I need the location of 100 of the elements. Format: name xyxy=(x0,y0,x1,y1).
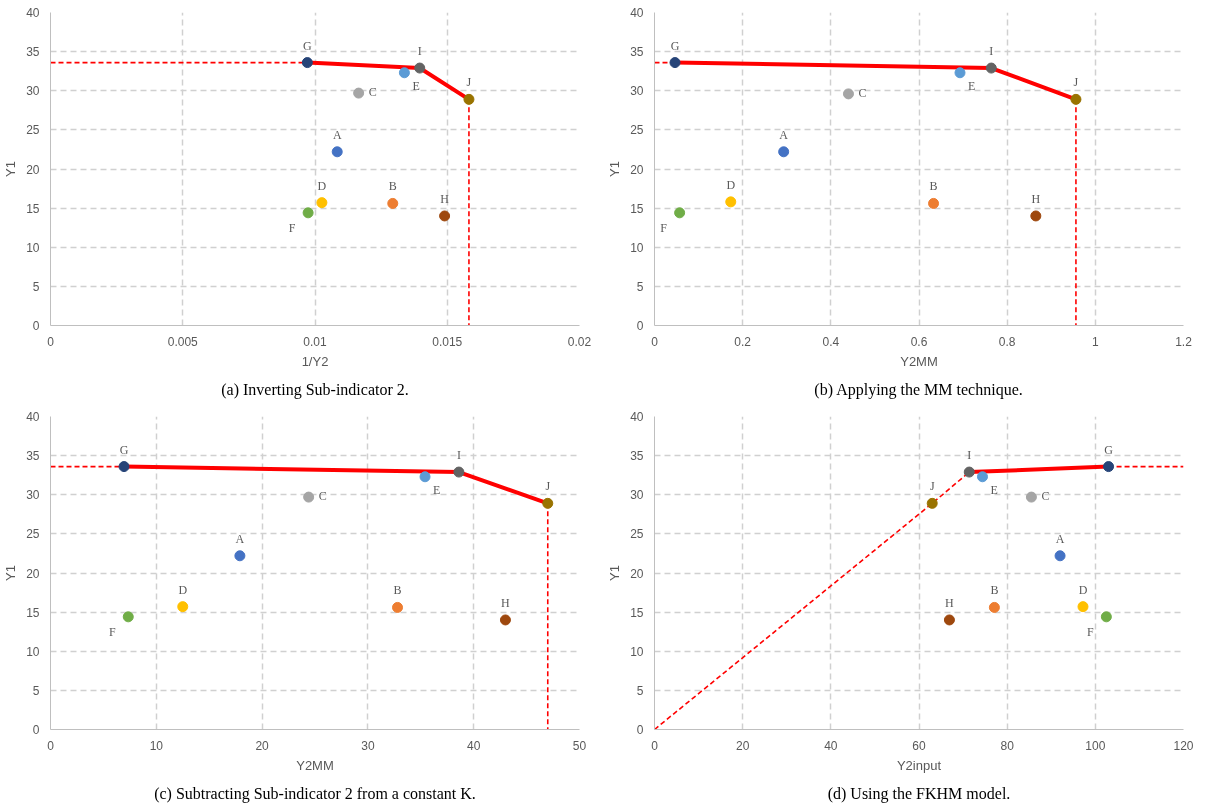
x-tick-label: 20 xyxy=(735,738,750,753)
y-tick-label: 35 xyxy=(630,449,644,464)
series-label: B xyxy=(990,583,999,598)
series-label: I xyxy=(989,44,994,59)
series-label: D xyxy=(317,178,327,193)
series-label: A xyxy=(1055,531,1065,546)
series-label: F xyxy=(660,220,668,235)
x-tick-label: 1 xyxy=(1092,334,1099,349)
x-tick-label: 0.2 xyxy=(734,334,752,349)
x-tick-label: 80 xyxy=(1000,738,1015,753)
y-tick-label: 20 xyxy=(26,566,40,581)
series-label: J xyxy=(466,75,472,90)
y-tick-label: 5 xyxy=(32,279,40,294)
series-label: G xyxy=(1104,442,1114,457)
y-tick-label: 15 xyxy=(630,605,644,620)
series-label: E xyxy=(412,78,420,93)
series-label: C xyxy=(368,85,377,100)
x-axis-title: Y2input xyxy=(896,757,942,773)
x-tick-label: 40 xyxy=(467,738,481,753)
series-label: F xyxy=(288,220,296,235)
series-label: B xyxy=(393,583,402,598)
y-tick-label: 5 xyxy=(636,683,644,698)
y-tick-label: 35 xyxy=(26,45,40,60)
x-tick-label: 10 xyxy=(149,738,164,753)
text: (d) Using the FKHM model. xyxy=(827,784,1011,803)
y-tick-label: 10 xyxy=(630,644,644,659)
text: (c) Subtracting Sub-indicator 2 from a constant K. xyxy=(154,784,476,803)
y-axis-title: Y1 xyxy=(3,161,19,177)
y-axis-title: Y1 xyxy=(3,565,19,581)
y-tick-label: 30 xyxy=(630,84,644,99)
y-tick-label: 5 xyxy=(636,279,644,294)
x-axis-title: 1/Y2 xyxy=(301,353,329,369)
x-axis-title: Y2MM xyxy=(296,757,334,773)
y-tick-label: 20 xyxy=(630,162,644,177)
x-tick-label: 1.2 xyxy=(1175,334,1193,349)
series-label: G xyxy=(670,38,680,53)
y-tick-label: 35 xyxy=(26,449,40,464)
series-label: E xyxy=(968,78,976,93)
y-axis-title: Y1 xyxy=(607,161,623,177)
series-label: D xyxy=(1078,582,1088,597)
y-tick-label: 15 xyxy=(630,201,644,216)
y-tick-label: 40 xyxy=(630,6,644,20)
y-tick-label: 25 xyxy=(26,123,40,138)
y-tick-label: 25 xyxy=(630,123,644,138)
text: (a) Inverting Sub-indicator 2. xyxy=(221,380,409,399)
x-tick-label: 30 xyxy=(361,738,375,753)
series-label: D xyxy=(726,177,736,192)
y-tick-label: 10 xyxy=(26,240,40,255)
series-label: A xyxy=(235,531,245,546)
series-label: C xyxy=(858,85,867,100)
y-tick-label: 40 xyxy=(26,410,40,424)
y-tick-label: 10 xyxy=(26,644,40,659)
y-tick-label: 10 xyxy=(630,240,644,255)
y-tick-label: 25 xyxy=(630,527,644,542)
x-tick-label: 0.6 xyxy=(910,334,928,349)
x-tick-label: 0.02 xyxy=(567,334,592,349)
x-tick-label: 0.005 xyxy=(167,334,199,349)
x-tick-label: 0 xyxy=(651,738,659,753)
series-label: I xyxy=(967,448,972,463)
y-tick-label: 5 xyxy=(32,683,40,698)
y-tick-label: 40 xyxy=(630,410,644,424)
y-tick-label: 0 xyxy=(636,319,644,333)
y-tick-label: 0 xyxy=(32,319,40,333)
series-label: E xyxy=(433,482,441,497)
x-tick-label: 0 xyxy=(47,334,55,349)
x-tick-label: 100 xyxy=(1085,738,1106,753)
x-tick-label: 0 xyxy=(651,334,659,349)
y-tick-label: 20 xyxy=(26,162,40,177)
y-tick-label: 30 xyxy=(26,488,40,503)
x-tick-label: 40 xyxy=(824,738,838,753)
y-tick-label: 15 xyxy=(26,605,40,620)
series-label: J xyxy=(1073,75,1079,90)
x-axis-title: Y2MM xyxy=(900,353,938,369)
x-tick-label: 20 xyxy=(255,738,270,753)
series-label: B xyxy=(388,179,397,194)
x-tick-label: 0 xyxy=(47,738,55,753)
y-tick-label: 30 xyxy=(630,488,644,503)
series-label: I xyxy=(456,448,461,463)
y-axis-title: Y1 xyxy=(607,565,623,581)
y-tick-label: 0 xyxy=(636,723,644,737)
series-label: F xyxy=(1087,624,1095,639)
x-tick-label: 0.01 xyxy=(303,334,327,349)
y-tick-label: 0 xyxy=(32,723,40,737)
x-tick-label: 60 xyxy=(912,738,926,753)
series-label: H xyxy=(440,191,450,206)
x-tick-label: 0.8 xyxy=(998,334,1016,349)
y-tick-label: 30 xyxy=(26,84,40,99)
text: (b) Applying the MM technique. xyxy=(814,380,1023,399)
series-label: C xyxy=(1041,489,1050,504)
series-label: E xyxy=(990,482,998,497)
y-tick-label: 25 xyxy=(26,527,40,542)
y-tick-label: 35 xyxy=(630,45,644,60)
series-label: D xyxy=(178,582,188,597)
series-label: H xyxy=(1031,191,1041,206)
x-tick-label: 120 xyxy=(1173,738,1194,753)
series-label: A xyxy=(332,127,342,142)
series-label: H xyxy=(501,595,511,610)
series-label: I xyxy=(417,44,422,59)
series-label: H xyxy=(945,595,955,610)
y-tick-label: 15 xyxy=(26,201,40,216)
